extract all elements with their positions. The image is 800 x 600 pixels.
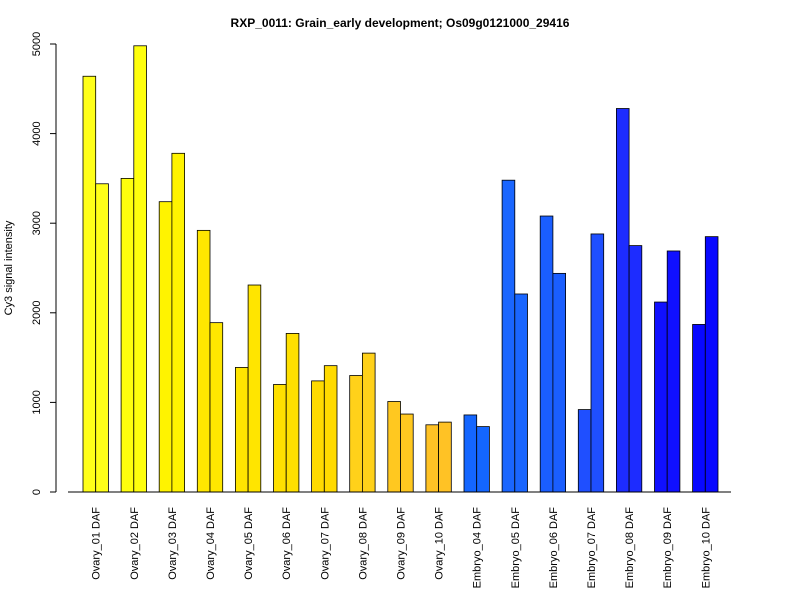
x-category-label: Ovary_09 DAF xyxy=(396,507,408,580)
bar xyxy=(349,375,363,493)
bar xyxy=(616,108,630,493)
x-category-label: Ovary_04 DAF xyxy=(205,507,217,580)
x-category-label: Embryo_09 DAF xyxy=(662,507,674,589)
bar xyxy=(400,413,414,493)
y-axis-label: Cy3 signal intensity xyxy=(3,220,15,315)
x-axis-category-labels: Ovary_01 DAF Ovary_02 DAF Ovary_03 DAF Ovar… xyxy=(91,507,713,589)
x-category-label: Ovary_08 DAF xyxy=(357,507,369,580)
x-category-label: Embryo_10 DAF xyxy=(700,507,712,589)
bar xyxy=(514,293,528,493)
bar xyxy=(387,401,401,493)
bar xyxy=(438,421,452,493)
bar xyxy=(501,179,516,493)
chart-title: RXP_0011: Grain_early development; Os09g… xyxy=(231,16,570,30)
bar xyxy=(171,152,185,493)
bar xyxy=(323,365,338,493)
y-axis: 0 1000 2000 3000 4000 5000 xyxy=(31,32,57,495)
bar xyxy=(539,215,554,493)
bar xyxy=(666,250,681,493)
x-category-label: Ovary_10 DAF xyxy=(434,507,446,580)
x-category-label: Ovary_06 DAF xyxy=(281,507,293,580)
bar xyxy=(590,233,605,493)
bar xyxy=(133,45,147,493)
bar xyxy=(463,414,478,493)
x-category-label: Ovary_05 DAF xyxy=(243,507,255,580)
bar xyxy=(476,426,490,493)
bar xyxy=(285,333,300,493)
y-tick-label: 0 xyxy=(31,489,43,495)
bar xyxy=(425,424,439,493)
bar xyxy=(361,352,376,493)
y-tick-label: 2000 xyxy=(31,301,43,325)
bar xyxy=(552,272,567,493)
x-category-label: Ovary_07 DAF xyxy=(319,507,331,580)
x-category-label: Embryo_08 DAF xyxy=(624,507,636,589)
y-tick-label: 4000 xyxy=(31,121,43,145)
bar xyxy=(196,229,211,493)
x-category-label: Embryo_07 DAF xyxy=(586,507,598,589)
bar xyxy=(95,183,109,493)
bar xyxy=(311,380,325,493)
bar xyxy=(628,245,643,493)
x-category-label: Ovary_01 DAF xyxy=(91,507,103,580)
bar xyxy=(654,301,668,493)
y-tick-label: 3000 xyxy=(31,211,43,235)
x-category-label: Ovary_03 DAF xyxy=(167,507,179,580)
bar xyxy=(234,367,249,493)
x-category-label: Embryo_05 DAF xyxy=(510,507,522,589)
y-tick-label: 5000 xyxy=(31,32,43,56)
bar xyxy=(273,384,287,493)
x-category-label: Embryo_04 DAF xyxy=(472,507,484,589)
bar xyxy=(247,284,262,493)
bar xyxy=(209,322,224,493)
bar xyxy=(704,236,719,493)
bar xyxy=(577,409,592,493)
bar xyxy=(692,324,706,493)
bar xyxy=(158,201,173,493)
x-category-label: Embryo_06 DAF xyxy=(548,507,560,589)
x-category-label: Ovary_02 DAF xyxy=(129,507,141,580)
bar xyxy=(120,177,135,493)
bar xyxy=(82,75,97,493)
bars xyxy=(82,45,719,493)
y-tick-label: 1000 xyxy=(31,390,43,414)
